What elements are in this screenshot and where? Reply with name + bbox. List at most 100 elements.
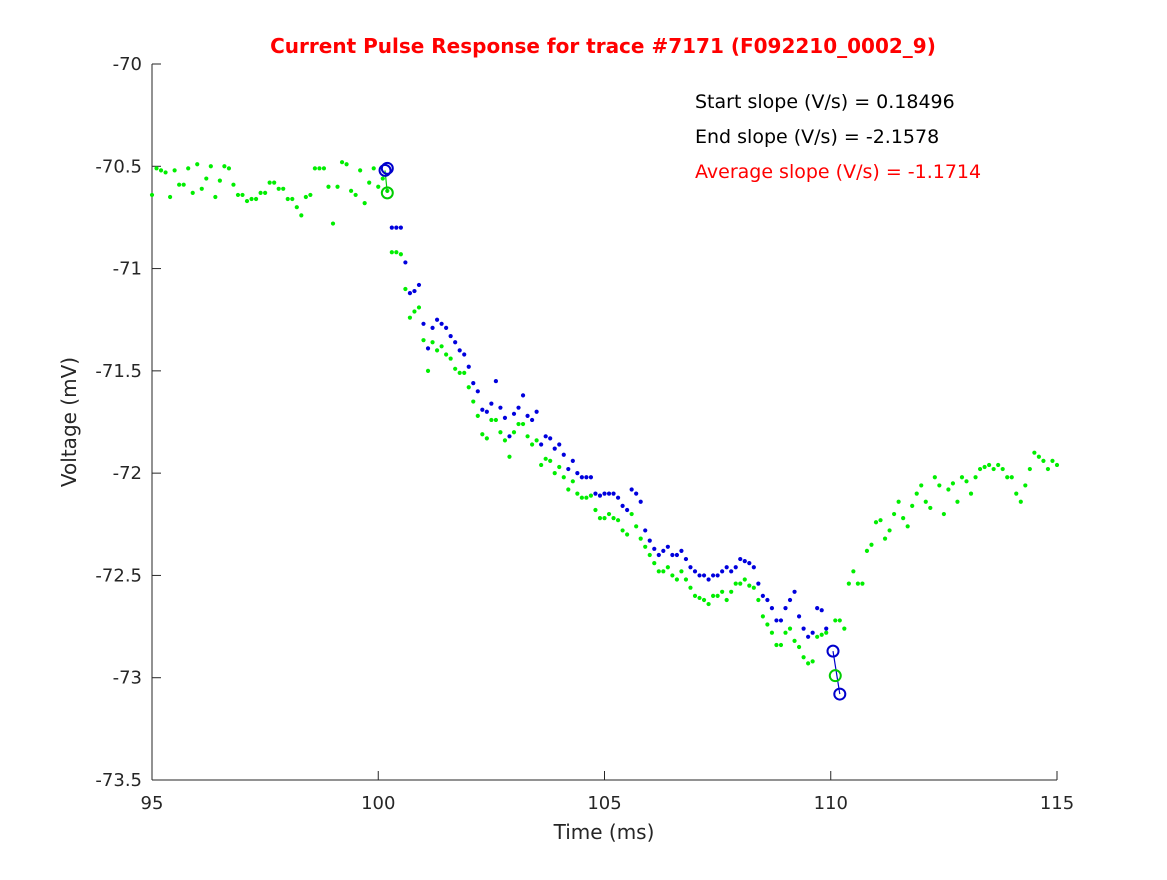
green-data-point (186, 166, 191, 171)
green-data-point (339, 160, 345, 165)
green-data-point (955, 499, 960, 504)
blue-data-point (729, 569, 734, 574)
green-data-point (733, 581, 738, 586)
green-data-point (380, 176, 385, 181)
blue-data-point (530, 417, 535, 423)
green-data-point (570, 479, 575, 484)
green-data-point (1036, 454, 1041, 459)
green-data-point (615, 518, 621, 523)
green-data-point (362, 201, 367, 206)
green-data-point (299, 213, 304, 218)
blue-data-point (783, 606, 788, 611)
green-data-point (760, 614, 765, 619)
green-data-point (557, 464, 562, 470)
green-data-point (267, 180, 272, 185)
green-data-point (358, 168, 363, 173)
green-data-point (720, 589, 725, 594)
green-data-point (321, 166, 327, 171)
green-data-point (638, 536, 643, 541)
green-data-point (661, 569, 666, 574)
green-data-point (561, 475, 566, 480)
blue-data-point (815, 606, 820, 611)
blue-data-point (656, 552, 661, 558)
blue-data-point (670, 552, 675, 558)
green-data-point (453, 366, 458, 371)
green-data-point (774, 642, 779, 648)
green-data-point (892, 511, 897, 517)
green-data-point (864, 548, 870, 553)
green-data-point (878, 518, 883, 523)
green-data-point (824, 630, 829, 635)
blue-data-point (539, 442, 544, 447)
chart-title: Current Pulse Response for trace #7171 (… (270, 34, 936, 58)
blue-data-point (493, 378, 498, 384)
green-data-point (946, 487, 951, 492)
data-points (149, 160, 1060, 666)
green-data-point (303, 194, 308, 200)
blue-data-point (525, 413, 530, 418)
blue-data-point (534, 409, 539, 414)
green-data-point (163, 170, 168, 175)
green-data-point (846, 581, 851, 586)
green-data-point (819, 632, 824, 637)
green-data-point (674, 577, 680, 582)
green-data-point (190, 190, 195, 195)
green-data-point (629, 511, 634, 517)
green-data-point (475, 413, 480, 418)
blue-data-point (593, 491, 598, 496)
green-data-point (625, 532, 630, 537)
blue-data-point (597, 493, 603, 498)
green-data-point (964, 479, 969, 484)
blue-data-point (498, 405, 503, 410)
green-data-point (987, 462, 992, 468)
green-data-point (701, 597, 707, 603)
blue-data-point (711, 573, 716, 578)
blue-data-point (620, 503, 625, 508)
green-data-point (344, 162, 349, 167)
blue-data-point (552, 446, 557, 451)
green-data-point (213, 194, 218, 200)
green-data-point (552, 471, 557, 476)
green-data-point (181, 182, 186, 187)
blue-data-point (434, 317, 440, 322)
green-data-point (530, 442, 535, 447)
green-data-point (520, 421, 526, 427)
green-data-point (498, 430, 503, 435)
green-data-point (756, 597, 761, 603)
y-tick-label: -72 (113, 463, 142, 484)
green-data-point (670, 573, 675, 578)
green-data-point (801, 655, 806, 660)
green-data-point (290, 196, 295, 202)
blue-data-point (389, 225, 394, 230)
x-tick-label: 115 (1040, 793, 1074, 814)
green-data-point (688, 585, 693, 590)
blue-data-point (787, 597, 793, 603)
green-data-point (208, 164, 213, 169)
green-data-point (711, 593, 716, 598)
green-data-point (634, 524, 639, 529)
blue-data-point (674, 552, 680, 558)
start-slope-annotation: Start slope (V/s) = 0.18496 (695, 91, 955, 113)
green-data-point (349, 188, 354, 193)
blue-data-point (747, 561, 752, 566)
green-data-point (769, 630, 775, 635)
blue-data-point (742, 559, 747, 564)
x-tick-label: 105 (587, 793, 621, 814)
blue-data-point (625, 507, 630, 513)
blue-data-point (570, 458, 575, 463)
green-data-point (489, 417, 494, 423)
green-data-point (928, 505, 933, 511)
green-data-point (394, 250, 399, 255)
blue-data-point (543, 434, 548, 439)
blue-data-point (475, 389, 480, 394)
blue-data-point (453, 340, 458, 345)
green-data-point (869, 542, 874, 547)
green-data-point (738, 581, 743, 586)
green-data-point (154, 166, 159, 171)
green-data-point (597, 516, 603, 521)
y-axis-title: Voltage (mV) (57, 357, 81, 487)
green-data-point (534, 438, 539, 443)
green-data-point (815, 634, 820, 639)
green-data-point (584, 495, 589, 500)
